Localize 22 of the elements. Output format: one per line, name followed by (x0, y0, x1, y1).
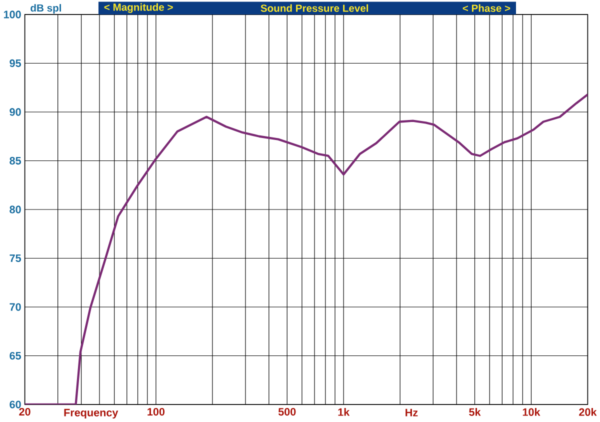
x-tick-label: 20 (19, 408, 30, 416)
y-tick-label: 85 (10, 157, 22, 165)
y-axis-title: dB spl (30, 4, 62, 14)
y-tick-label: 65 (10, 352, 22, 360)
x-axis-title: Frequency (64, 408, 118, 419)
x-tick-label: 10k (522, 408, 540, 416)
x-tick-label: 1k (338, 408, 350, 416)
text: < Magnitude > (104, 3, 173, 14)
text: < Phase > (462, 4, 510, 12)
chart-title: Sound Pressure Level (260, 4, 368, 12)
x-tick-label: 20k (579, 408, 597, 416)
y-tick-label: 60 (10, 400, 21, 408)
x-tick-label: 500 (278, 408, 296, 416)
y-tick-label: 75 (10, 254, 22, 262)
y-tick-label: 90 (10, 108, 21, 116)
y-tick-label: 100 (4, 10, 21, 18)
x-tick-label: 100 (148, 408, 165, 416)
y-tick-label: 80 (10, 206, 21, 214)
y-tick-label: 95 (10, 60, 22, 68)
y-tick-label: 70 (10, 303, 21, 311)
x-tick-label: 5k (469, 408, 481, 416)
text: Hz (406, 408, 418, 416)
